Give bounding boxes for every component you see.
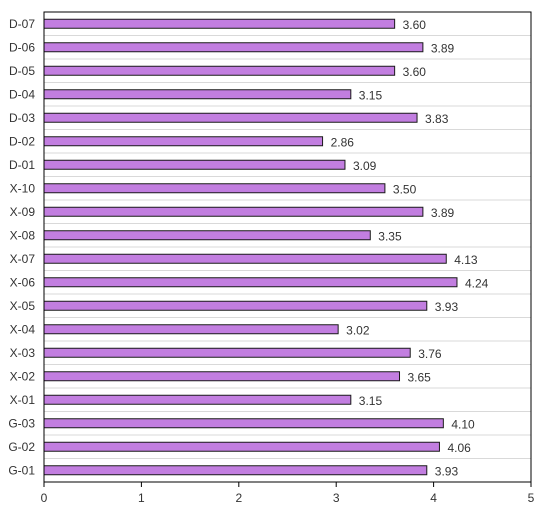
bar-d-06 [43, 42, 424, 53]
category-label-x-09: X-09 [10, 205, 36, 219]
bar-g-03 [43, 418, 444, 429]
data-label-x-07: 4.13 [454, 253, 478, 267]
category-label-x-06: X-06 [10, 275, 36, 289]
category-label-g-01: G-01 [8, 463, 35, 477]
category-label-x-10: X-10 [10, 181, 36, 195]
category-label-d-01: D-01 [9, 158, 35, 172]
bar-d-07 [43, 18, 396, 29]
data-label-d-03: 3.83 [425, 112, 449, 126]
bar-x-01 [43, 394, 352, 405]
data-label-d-01: 3.09 [353, 159, 377, 173]
category-label-x-01: X-01 [10, 393, 36, 407]
data-label-x-09: 3.89 [431, 206, 455, 220]
data-labels: 3.60 3.89 3.60 3.15 3.83 2.86 3.09 3.50 3.89 3.35… [331, 18, 489, 479]
bar-g-01 [43, 465, 428, 476]
bar-x-03 [43, 347, 411, 358]
category-label-x-05: X-05 [10, 299, 36, 313]
bar-d-04 [43, 89, 352, 100]
bar-d-03 [43, 112, 418, 123]
bar-x-06 [43, 277, 458, 288]
bar-d-01 [43, 159, 346, 170]
bar-x-04 [43, 324, 339, 335]
data-label-x-05: 3.93 [435, 300, 459, 314]
data-label-x-03: 3.76 [418, 347, 442, 361]
data-label-x-08: 3.35 [378, 229, 402, 243]
plot-area-border [43, 11, 532, 483]
x-tick-label-3: 3 [333, 491, 340, 505]
data-label-x-06: 4.24 [465, 276, 489, 290]
bar-d-02 [43, 136, 324, 147]
category-label-x-08: X-08 [10, 228, 36, 242]
data-label-d-07: 3.60 [403, 18, 427, 32]
data-label-d-04: 3.15 [359, 88, 383, 102]
category-label-x-03: X-03 [10, 346, 36, 360]
data-label-g-01: 3.93 [435, 464, 459, 478]
category-label-d-06: D-06 [9, 40, 35, 54]
bar-g-02 [43, 441, 440, 452]
grid [44, 35, 531, 459]
data-label-x-10: 3.50 [393, 182, 417, 196]
category-label-d-05: D-05 [9, 64, 35, 78]
bar-x-05 [43, 300, 428, 311]
category-label-x-07: X-07 [10, 252, 36, 266]
data-label-g-02: 4.06 [447, 441, 471, 455]
bar-x-02 [43, 371, 401, 382]
category-axis: D-07 D-06 D-05 D-04 D-03 D-02 D-01 X-10 X-09 X-08… [8, 17, 35, 478]
category-label-g-03: G-03 [8, 416, 35, 430]
category-label-x-02: X-02 [10, 369, 36, 383]
bar-x-09 [43, 206, 424, 217]
data-label-d-05: 3.60 [403, 65, 427, 79]
category-label-d-03: D-03 [9, 111, 35, 125]
x-tick-label-5: 5 [528, 491, 535, 505]
bar-d-05 [43, 65, 396, 76]
x-tick-label-2: 2 [235, 491, 242, 505]
data-label-g-03: 4.10 [451, 417, 475, 431]
category-label-d-07: D-07 [9, 17, 35, 31]
x-tick-label-1: 1 [138, 491, 145, 505]
data-label-x-04: 3.02 [346, 323, 370, 337]
x-tick-label-4: 4 [430, 491, 437, 505]
bar-x-08 [43, 230, 371, 241]
bar-x-10 [43, 183, 386, 194]
data-label-d-02: 2.86 [331, 135, 355, 149]
category-label-d-02: D-02 [9, 134, 35, 148]
value-axis: 0 1 2 3 4 5 [41, 482, 535, 505]
category-label-x-04: X-04 [10, 322, 36, 336]
x-tick-label-0: 0 [41, 491, 48, 505]
bar-x-07 [43, 253, 447, 264]
data-label-d-06: 3.89 [431, 41, 455, 55]
category-label-g-02: G-02 [8, 440, 35, 454]
data-label-x-02: 3.65 [408, 370, 432, 384]
data-label-x-01: 3.15 [359, 394, 383, 408]
category-label-d-04: D-04 [9, 87, 35, 101]
